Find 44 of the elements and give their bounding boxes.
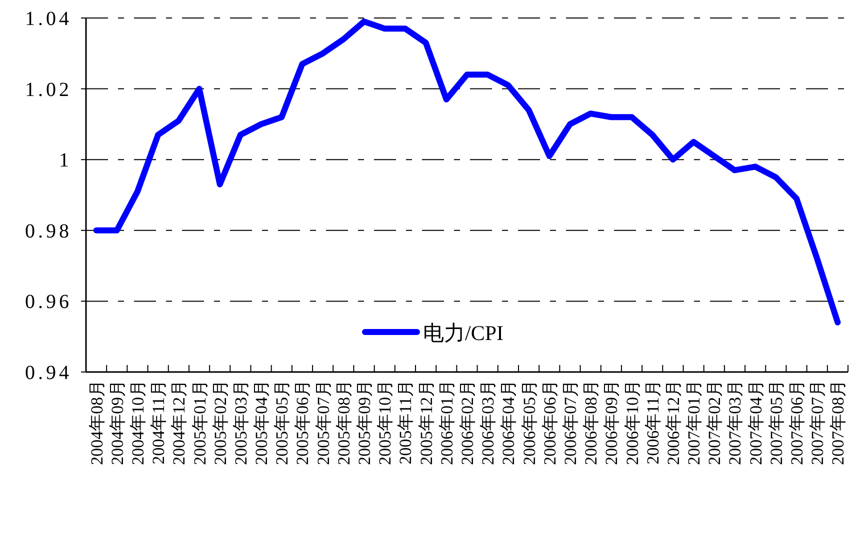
x-tick-label: 2004年11月 bbox=[149, 380, 168, 464]
x-tick-label: 2007年08月 bbox=[828, 380, 848, 465]
y-tick-label: 0.96 bbox=[25, 291, 72, 314]
x-tick-label: 2005年09月 bbox=[355, 380, 374, 465]
x-tick-label: 2007年02月 bbox=[705, 380, 724, 465]
x-tick-label: 2005年03月 bbox=[231, 380, 250, 465]
x-tick-label: 2006年06月 bbox=[540, 380, 560, 465]
x-tick-label: 2006年08月 bbox=[582, 380, 601, 465]
x-tick-label: 2006年12月 bbox=[664, 380, 683, 465]
x-tick-label: 2005年11月 bbox=[396, 380, 416, 464]
y-tick-label: 1 bbox=[59, 150, 72, 172]
x-tick-label: 2005年12月 bbox=[416, 380, 436, 465]
x-tick-label: 2004年08月 bbox=[87, 380, 106, 465]
x-tick-label: 2005年06月 bbox=[293, 380, 312, 465]
x-tick-label: 2005年10月 bbox=[376, 380, 395, 465]
x-tick-label: 2006年05月 bbox=[520, 380, 539, 465]
x-tick-label: 2004年10月 bbox=[128, 380, 148, 465]
y-tick-label: 1.02 bbox=[25, 78, 72, 101]
x-tick-label: 2006年11月 bbox=[643, 380, 662, 464]
x-tick-label: 2005年04月 bbox=[252, 380, 272, 465]
y-tick-label: 0.94 bbox=[25, 362, 72, 384]
legend-label: 电力/CPI bbox=[423, 321, 504, 345]
x-tick-label: 2005年01月 bbox=[190, 380, 210, 465]
x-tick-label: 2004年09月 bbox=[108, 380, 127, 465]
x-tick-label: 2005年02月 bbox=[210, 380, 230, 465]
x-tick-label: 2006年10月 bbox=[622, 380, 642, 465]
x-tick-label: 2005年05月 bbox=[272, 380, 292, 465]
x-tick-label: 2006年01月 bbox=[437, 380, 456, 465]
x-tick-label: 2007年06月 bbox=[788, 380, 807, 465]
x-tick-label: 2007年01月 bbox=[684, 380, 704, 465]
y-tick-label: 0.98 bbox=[25, 220, 72, 242]
x-tick-label: 2006年03月 bbox=[478, 380, 498, 465]
x-tick-label: 2007年03月 bbox=[726, 380, 745, 465]
x-tick-label: 2007年07月 bbox=[808, 380, 828, 465]
x-tick-label: 2007年04月 bbox=[746, 380, 766, 465]
x-tick-label: 2005年07月 bbox=[314, 380, 333, 465]
y-tick-label: 1.04 bbox=[25, 8, 72, 30]
x-tick-label: 2006年04月 bbox=[499, 380, 518, 465]
x-tick-label: 2006年02月 bbox=[458, 380, 477, 465]
x-tick-label: 2006年07月 bbox=[560, 380, 580, 465]
x-tick-label: 2006年09月 bbox=[602, 380, 622, 465]
x-tick-label: 2007年05月 bbox=[766, 380, 786, 465]
x-tick-label: 2004年12月 bbox=[170, 380, 189, 465]
x-tick-label: 2005年08月 bbox=[334, 380, 354, 465]
